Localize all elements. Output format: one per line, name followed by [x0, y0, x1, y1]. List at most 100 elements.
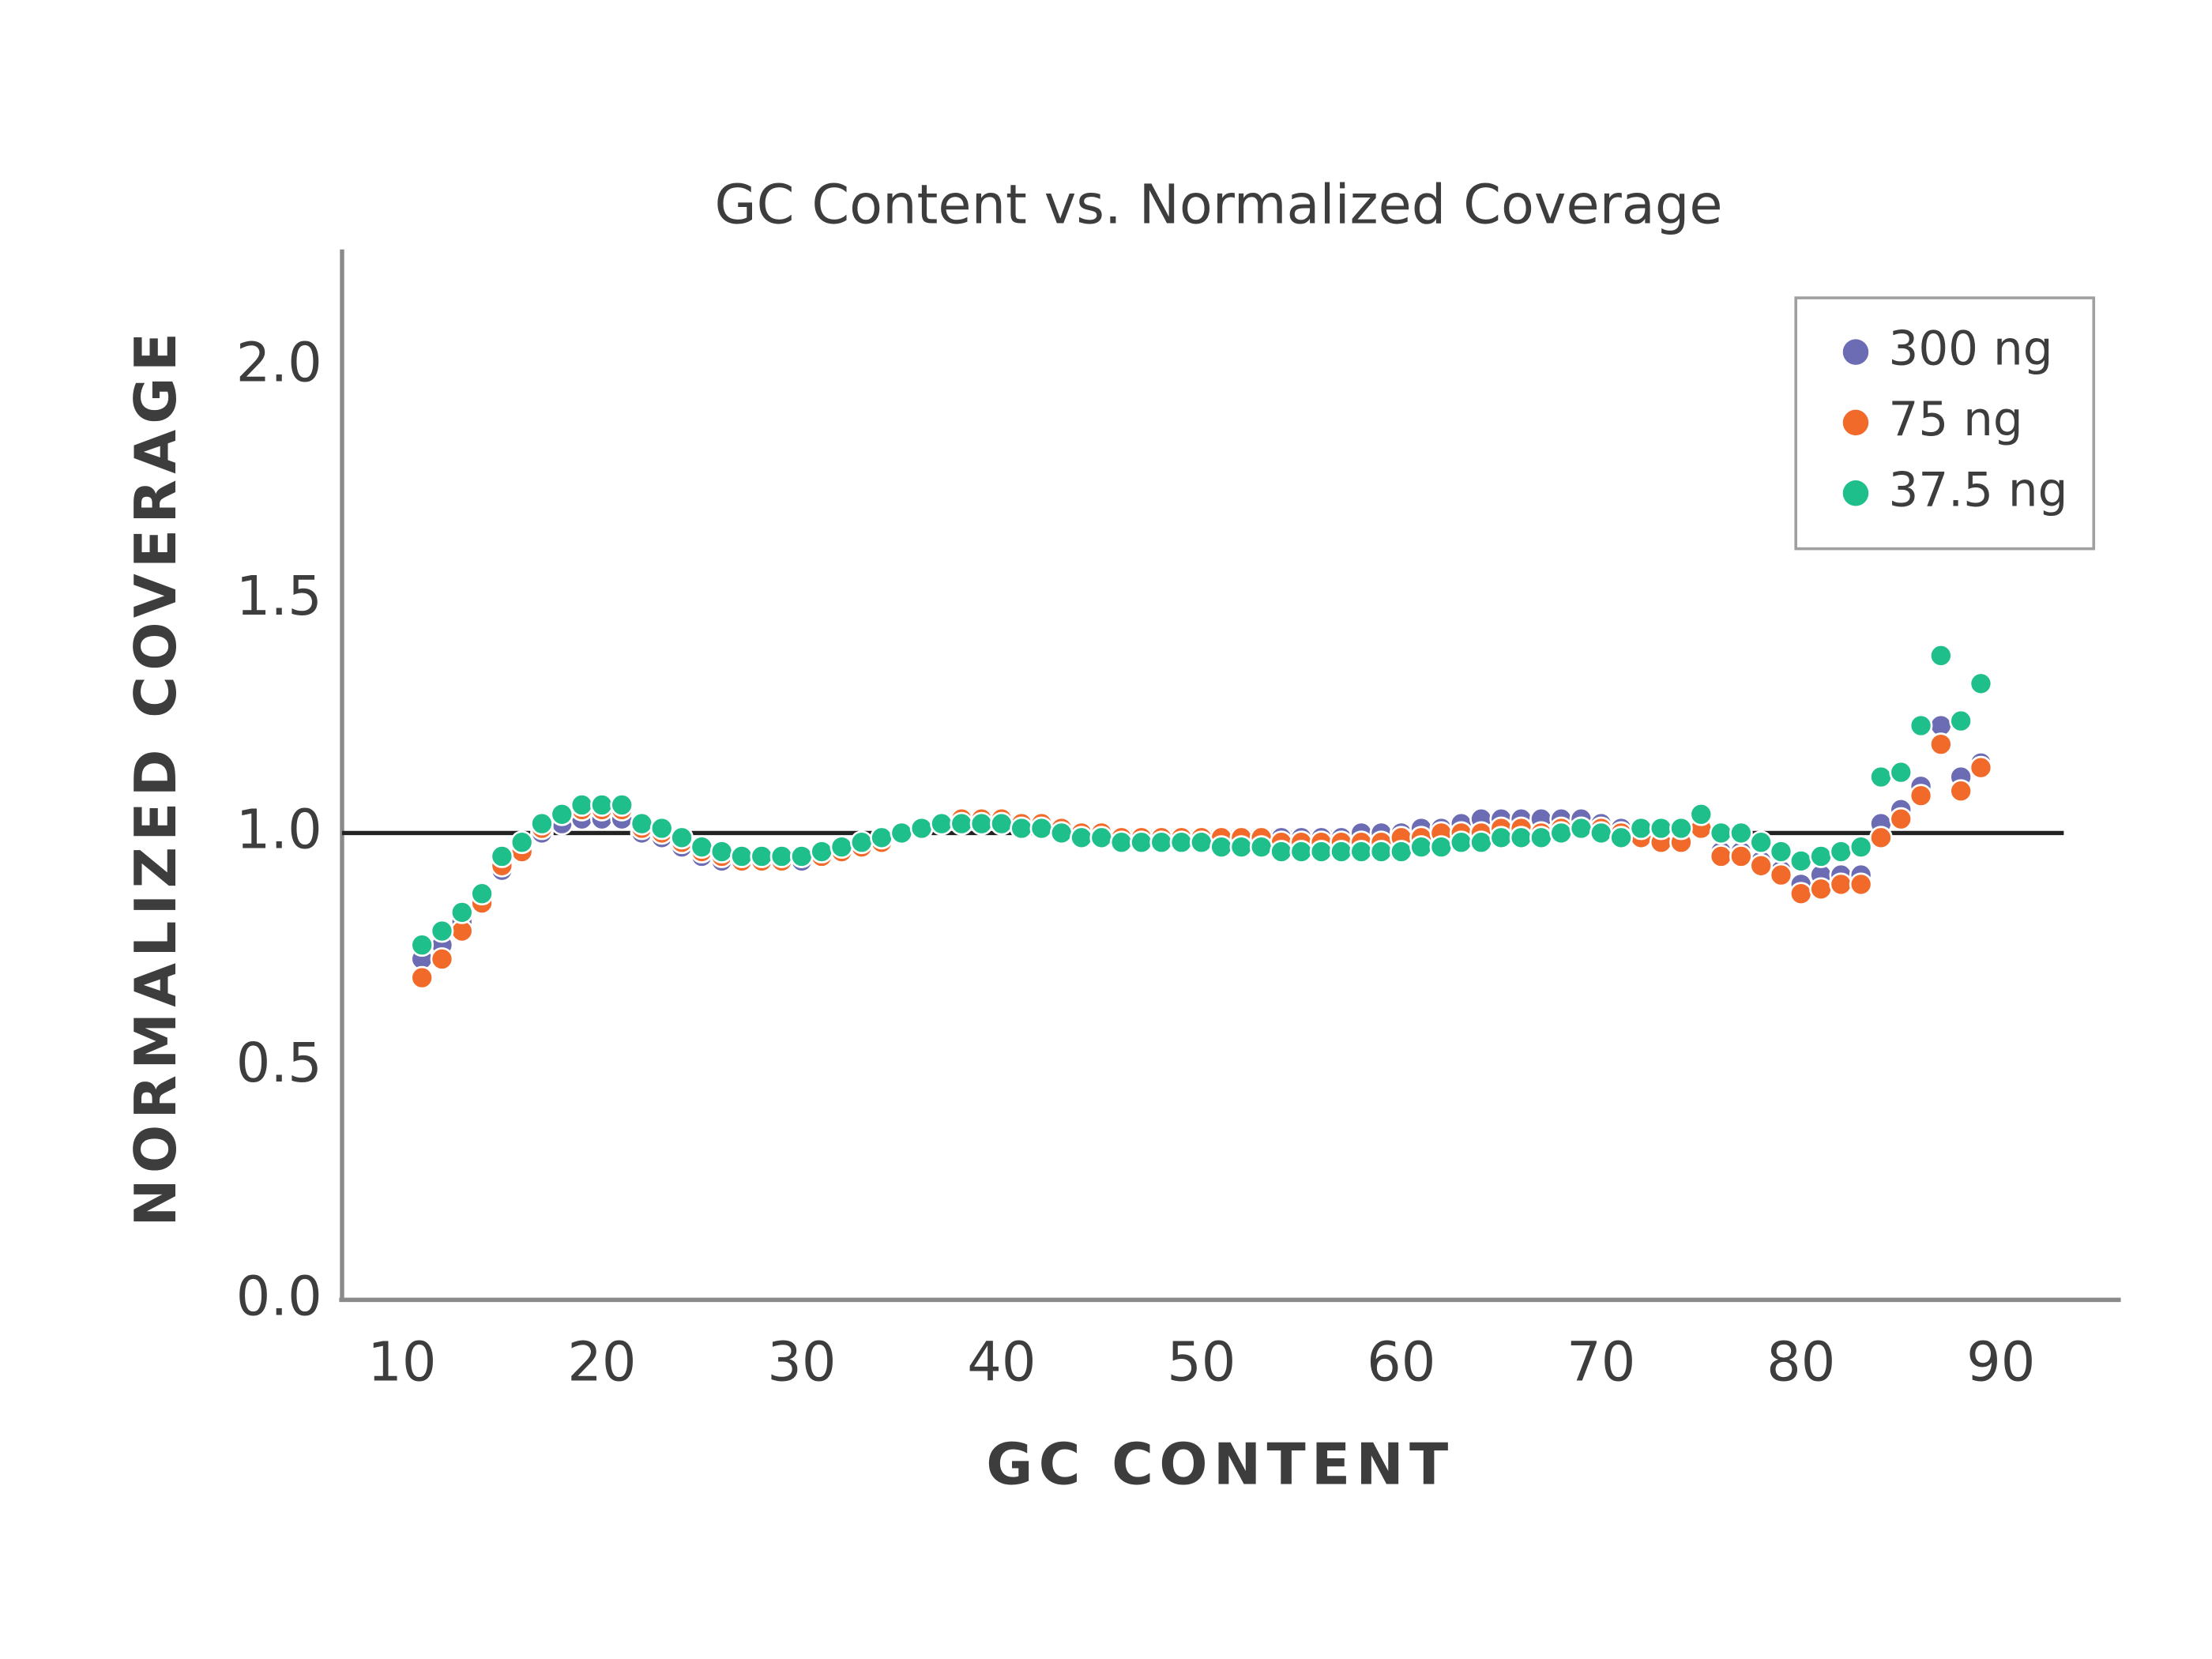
data-point — [1029, 816, 1054, 841]
data-point — [570, 793, 594, 817]
data-point — [1809, 877, 1833, 901]
data-point — [1649, 816, 1673, 841]
legend-label: 75 ng — [1888, 393, 2022, 447]
data-point — [410, 933, 434, 957]
data-point — [849, 830, 874, 855]
data-point — [1749, 853, 1774, 878]
y-tick-label: 2.0 — [236, 331, 322, 394]
data-point — [1070, 826, 1093, 850]
data-point — [430, 919, 454, 943]
data-point — [490, 845, 514, 868]
data-point — [890, 821, 914, 845]
x-tick-label: 10 — [367, 1330, 436, 1394]
data-point — [1789, 848, 1813, 873]
data-point — [1409, 835, 1433, 860]
data-point — [789, 845, 814, 868]
data-point — [430, 947, 454, 971]
data-point — [1789, 882, 1813, 906]
data-point — [1869, 826, 1893, 850]
data-point — [1769, 863, 1793, 887]
data-point — [510, 830, 534, 855]
data-point — [1928, 732, 1953, 757]
data-point — [1349, 840, 1374, 863]
data-point — [1869, 765, 1893, 789]
data-point — [1149, 830, 1174, 855]
data-point — [690, 835, 714, 860]
legend-marker — [1842, 409, 1869, 436]
data-point — [1229, 835, 1254, 860]
data-point — [969, 811, 994, 836]
data-point — [830, 835, 854, 860]
y-tick-label: 1.5 — [236, 565, 322, 628]
data-point — [1089, 826, 1114, 850]
data-point — [950, 811, 974, 836]
data-point — [1969, 755, 1993, 780]
data-point — [730, 845, 754, 868]
data-point — [1309, 840, 1334, 863]
data-point — [1809, 845, 1833, 868]
data-point — [989, 811, 1014, 836]
data-point — [1629, 816, 1653, 841]
data-point — [1330, 840, 1353, 863]
data-point — [670, 826, 694, 850]
y-tick-label: 1.0 — [236, 798, 322, 861]
data-point — [1689, 802, 1714, 826]
data-point — [410, 965, 434, 990]
x-tick-label: 30 — [767, 1330, 836, 1394]
legend-marker — [1842, 339, 1869, 365]
data-point — [1369, 840, 1394, 863]
data-point — [1949, 709, 1973, 733]
data-point — [769, 845, 794, 868]
data-point — [1949, 779, 1973, 803]
legend-label: 300 ng — [1888, 322, 2052, 377]
data-point — [630, 811, 654, 836]
data-point — [450, 900, 474, 924]
data-point — [870, 826, 893, 850]
data-point — [1469, 830, 1493, 855]
data-point — [1449, 830, 1473, 855]
data-point — [1749, 830, 1774, 855]
data-point — [1849, 835, 1873, 860]
x-tick-label: 20 — [567, 1330, 636, 1394]
data-point — [1829, 840, 1853, 863]
data-point — [1729, 845, 1753, 868]
data-point — [1969, 672, 1993, 696]
data-point — [1889, 760, 1913, 784]
legend-label: 37.5 ng — [1888, 463, 2067, 517]
data-point — [1209, 835, 1233, 860]
data-point — [1429, 835, 1454, 860]
data-point — [1249, 835, 1273, 860]
data-point — [1010, 816, 1034, 841]
data-point — [1669, 816, 1693, 841]
x-tick-label: 90 — [1966, 1330, 2035, 1394]
data-point — [909, 816, 934, 841]
data-point — [1529, 826, 1553, 850]
data-point — [1889, 807, 1913, 831]
x-tick-label: 70 — [1567, 1330, 1635, 1394]
x-tick-label: 50 — [1167, 1330, 1236, 1394]
data-point — [530, 811, 554, 836]
data-point — [709, 840, 734, 863]
data-point — [589, 793, 614, 817]
data-point — [930, 811, 954, 836]
data-point — [1729, 821, 1753, 845]
data-point — [1709, 845, 1733, 868]
data-point — [1928, 643, 1953, 668]
data-point — [1049, 821, 1074, 845]
y-tick-label: 0.0 — [236, 1265, 322, 1328]
x-tick-label: 60 — [1367, 1330, 1435, 1394]
data-point — [1769, 840, 1793, 863]
data-point — [1270, 840, 1293, 863]
data-point — [610, 793, 634, 817]
data-point — [1289, 840, 1314, 863]
data-point — [1909, 713, 1933, 738]
chart-title: GC Content vs. Normalized Coverage — [715, 173, 1723, 236]
data-point — [550, 802, 574, 826]
data-point — [470, 882, 494, 906]
data-point — [1709, 821, 1733, 845]
data-point — [750, 845, 774, 868]
data-point — [649, 816, 674, 841]
y-axis-title: NORMALIZED COVERAGE — [123, 327, 190, 1227]
